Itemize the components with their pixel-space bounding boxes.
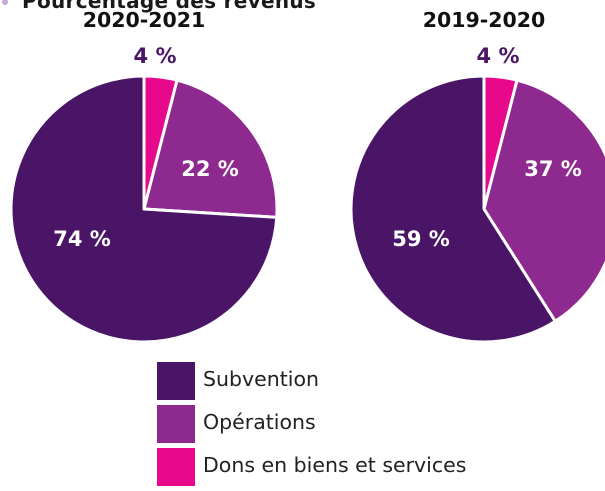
pie-label-subvention-2020-2021: 74 % <box>53 227 111 251</box>
legend-swatch-operations <box>157 405 195 443</box>
pie-label-dons-2020-2021: 4 % <box>134 44 177 68</box>
legend-label-operations: Opérations <box>203 410 316 434</box>
bullet-dot <box>2 0 8 5</box>
legend-label-dons: Dons en biens et services <box>203 453 467 477</box>
legend-swatch-dons <box>157 448 195 486</box>
pie-label-dons-2019-2020: 4 % <box>477 44 520 68</box>
pie-slice-subvention-2019-2020 <box>349 74 557 344</box>
pie-slice-operations-2020-2021 <box>142 78 279 219</box>
chart-title-2019-2020: 2019-2020 <box>422 8 546 32</box>
pie-charts: 4 % 22 % 74 % 4 % 37 % 59 % <box>9 44 605 344</box>
chart-title-2020-2021: 2020-2021 <box>82 8 206 32</box>
pie-slice-operations-2019-2020 <box>482 78 605 323</box>
legend-swatch-subvention <box>157 362 195 400</box>
pie-label-subvention-2019-2020: 59 % <box>392 227 450 251</box>
section-heading-clipped: Pourcentage des revenus <box>22 0 317 13</box>
pie-slice-subvention-2020-2021 <box>9 74 279 344</box>
pie-label-operations-2019-2020: 37 % <box>524 157 582 181</box>
pie-label-operations-2020-2021: 22 % <box>181 157 239 181</box>
legend-label-subvention: Subvention <box>203 367 320 391</box>
